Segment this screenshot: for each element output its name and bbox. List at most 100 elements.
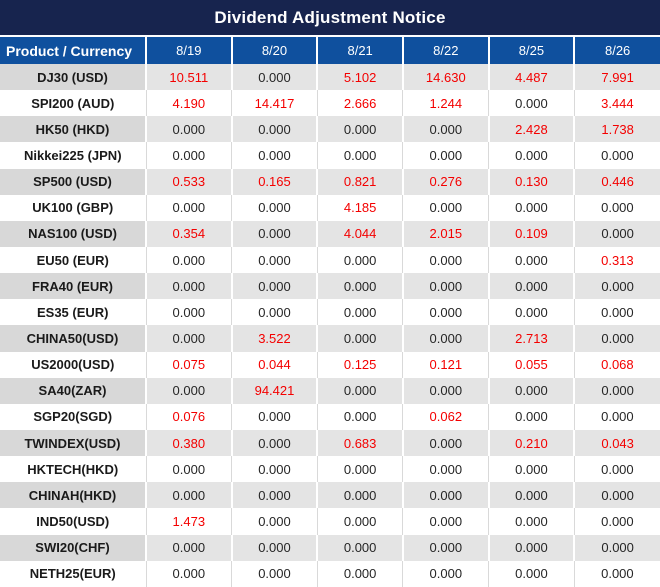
- value-cell: 0.000: [573, 299, 660, 326]
- value-cell: 0.000: [145, 534, 232, 561]
- value-cell: 1.244: [402, 90, 489, 117]
- value-cell: 0.000: [487, 534, 575, 561]
- value-cell: 4.185: [316, 194, 403, 221]
- value-cell: 2.666: [316, 90, 403, 117]
- value-cell: 0.075: [145, 351, 232, 378]
- column-header-date: 8/22: [401, 35, 489, 64]
- value-cell: 0.000: [488, 456, 575, 483]
- value-cell: 0.000: [402, 246, 489, 274]
- value-cell: 0.044: [231, 351, 318, 378]
- value-cell: 0.446: [573, 168, 660, 195]
- table-row: SPI200 (AUD) 4.190 14.417 2.666 1.244 0.000 3.…: [0, 90, 660, 117]
- value-cell: 0.683: [316, 429, 403, 457]
- table-row: NETH25(EUR) 0.000 0.000 0.000 0.000 0.000 0.00…: [0, 560, 660, 587]
- value-cell: 2.713: [487, 325, 575, 352]
- value-cell: 0.000: [402, 560, 489, 587]
- column-header-date: 8/20: [230, 35, 318, 64]
- value-cell: 0.000: [488, 246, 575, 274]
- value-cell: 0.000: [402, 456, 489, 483]
- value-cell: 0.000: [573, 508, 660, 535]
- value-cell: 0.276: [401, 168, 489, 195]
- column-header-date: 8/25: [487, 35, 575, 64]
- table-row: EU50 (EUR) 0.000 0.000 0.000 0.000 0.000 0.313: [0, 246, 660, 274]
- value-cell: 0.000: [573, 482, 660, 509]
- value-cell: 0.062: [402, 403, 489, 430]
- value-cell: 1.738: [573, 116, 660, 143]
- value-cell: 0.000: [573, 403, 660, 430]
- value-cell: 0.000: [316, 246, 403, 274]
- value-cell: 0.130: [487, 168, 575, 195]
- value-cell: 0.000: [145, 456, 232, 483]
- column-header-date: 8/21: [316, 35, 403, 64]
- product-cell: TWINDEX(USD): [0, 429, 146, 457]
- value-cell: 0.000: [231, 456, 318, 483]
- value-cell: 0.000: [402, 299, 489, 326]
- column-header-product: Product / Currency: [0, 35, 146, 64]
- value-cell: 0.000: [402, 142, 489, 169]
- value-cell: 0.210: [487, 429, 575, 457]
- product-cell: HKTECH(HKD): [27, 461, 119, 477]
- value-cell: 0.000: [488, 142, 575, 169]
- value-cell: 0.000: [230, 534, 318, 561]
- value-cell: 0.000: [231, 246, 318, 274]
- value-cell: 0.121: [402, 351, 489, 378]
- value-cell: 0.533: [145, 168, 232, 195]
- value-cell: 0.000: [145, 246, 232, 274]
- value-cell: 0.000: [145, 273, 232, 300]
- value-cell: 0.000: [402, 194, 489, 221]
- value-cell: 0.000: [401, 273, 489, 300]
- table-row: US2000(USD) 0.075 0.044 0.125 0.121 0.055 0.06…: [0, 351, 660, 378]
- value-cell: 0.000: [573, 325, 660, 352]
- value-cell: 0.000: [573, 534, 660, 561]
- value-cell: 0.000: [316, 299, 403, 326]
- value-cell: 4.487: [487, 64, 575, 91]
- value-cell: 0.000: [487, 377, 575, 404]
- value-cell: 0.055: [488, 351, 575, 378]
- table-row: SWI20(CHF) 0.000 0.000 0.000 0.000 0.000 0.000: [0, 534, 660, 561]
- value-cell: 0.000: [573, 377, 660, 404]
- value-cell: 0.000: [401, 482, 489, 509]
- value-cell: 0.313: [573, 246, 660, 274]
- value-cell: 14.417: [231, 90, 318, 117]
- value-cell: 3.444: [573, 90, 660, 117]
- product-cell: ES35 (EUR): [36, 304, 109, 320]
- value-cell: 0.000: [145, 299, 232, 326]
- value-cell: 0.000: [573, 273, 660, 300]
- product-cell: IND50(USD): [36, 513, 110, 529]
- value-cell: 2.015: [401, 220, 489, 247]
- value-cell: 7.991: [573, 64, 660, 91]
- value-cell: 0.068: [573, 351, 660, 378]
- value-cell: 0.000: [316, 325, 403, 352]
- value-cell: 0.000: [573, 560, 660, 587]
- table-row: CHINA50(USD) 0.000 3.522 0.000 0.000 2.713 0.0…: [0, 325, 660, 352]
- value-cell: 0.000: [487, 482, 575, 509]
- table-row: NAS100 (USD) 0.354 0.000 4.044 2.015 0.109 0.0…: [0, 220, 660, 247]
- value-cell: 0.000: [487, 273, 575, 300]
- value-cell: 5.102: [316, 64, 403, 91]
- table-row: SGP20(SGD) 0.076 0.000 0.000 0.062 0.000 0.000: [0, 403, 660, 430]
- product-cell: HK50 (HKD): [0, 116, 146, 143]
- value-cell: 0.000: [488, 560, 575, 587]
- value-cell: 0.000: [316, 560, 403, 587]
- value-cell: 94.421: [230, 377, 318, 404]
- product-cell: UK100 (GBP): [32, 200, 114, 216]
- value-cell: 0.000: [145, 377, 232, 404]
- table-row: CHINAH(HKD) 0.000 0.000 0.000 0.000 0.000 0.00…: [0, 482, 660, 509]
- value-cell: 0.000: [488, 90, 575, 117]
- product-cell: CHINA50(USD): [0, 325, 146, 352]
- column-header-date: 8/26: [573, 35, 660, 64]
- value-cell: 0.000: [230, 273, 318, 300]
- value-cell: 0.000: [316, 403, 403, 430]
- title-bar: Dividend Adjustment Notice: [0, 0, 660, 35]
- value-cell: 0.000: [488, 194, 575, 221]
- value-cell: 0.821: [316, 168, 403, 195]
- value-cell: 0.000: [316, 273, 403, 300]
- table-row: FRA40 (EUR) 0.000 0.000 0.000 0.000 0.000 0.00…: [0, 273, 660, 300]
- value-cell: 0.000: [230, 482, 318, 509]
- value-cell: 0.000: [230, 429, 318, 457]
- table-row: SA40(ZAR) 0.000 94.421 0.000 0.000 0.000 0.000: [0, 377, 660, 404]
- value-cell: 0.000: [401, 325, 489, 352]
- value-cell: 0.000: [316, 377, 403, 404]
- table-row: UK100 (GBP) 0.000 0.000 4.185 0.000 0.000 0.00…: [0, 194, 660, 221]
- column-header-date: 8/19: [145, 35, 232, 64]
